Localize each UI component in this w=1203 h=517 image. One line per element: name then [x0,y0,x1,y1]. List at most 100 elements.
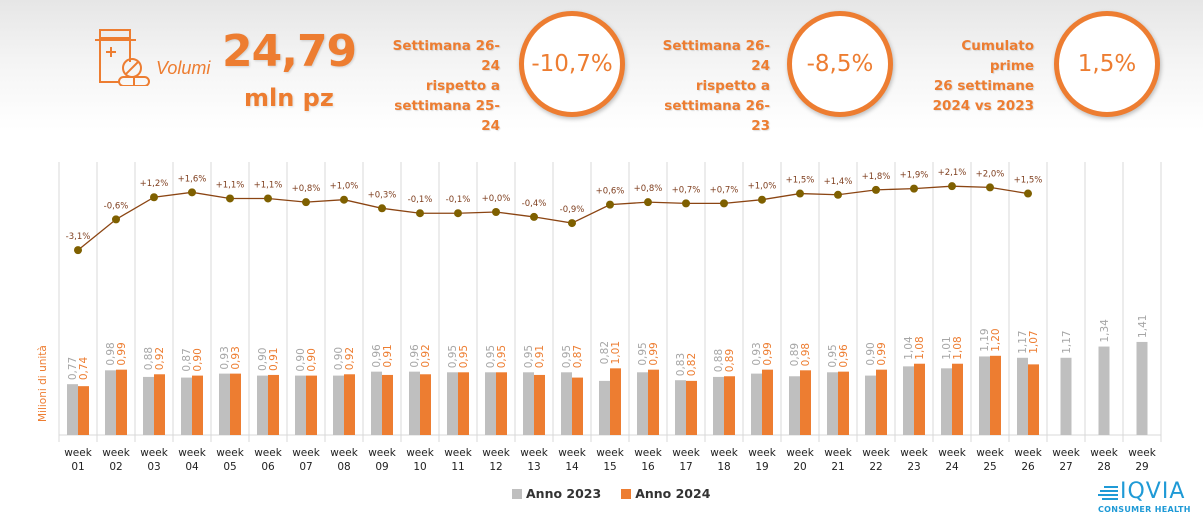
bar-2024 [306,375,317,435]
cumulative-point [758,195,766,204]
bar-2023 [333,375,344,435]
chart-legend: Anno 2023 Anno 2024 [512,486,710,501]
bar-label-2023: 0,95 [561,345,573,368]
volumi-label: Volumi [156,58,211,78]
bar-label-2023: 0,95 [523,345,535,368]
kpi-label-line: rispetto a [425,78,500,94]
bar-label-2023: 1,34 [1099,319,1111,343]
bar-2023 [561,372,572,435]
bar-label-2023: 0,93 [219,346,231,369]
bar-2023 [257,375,268,435]
bar-2024 [268,374,279,435]
chart-x-ticks: week 01 week 02 week 03 week 04 week 05 week 06 week… [64,447,1157,473]
bar-label-2023: 0,96 [409,344,421,368]
cumulative-point [606,200,614,209]
cumulative-point [796,189,804,198]
bar-2023 [447,372,458,435]
cumulative-point [226,194,234,203]
kpi-weekly-vs-last-year-value: -8,5% [787,11,893,117]
x-tick-label: 16 [641,461,655,473]
bar-label-2023: 0,90 [295,348,307,371]
legend-item-2023: Anno 2023 [512,486,601,501]
x-tick-label: 19 [755,461,768,473]
kpi-label-line: Settimana 26-24 [392,38,500,74]
cumulative-label: -0,4% [522,199,547,209]
cumulative-label: +2,0% [976,169,1005,179]
cumulative-label: -0,6% [104,201,129,211]
x-tick-label: 10 [413,461,426,473]
x-tick-label: 11 [451,461,464,473]
chart-bar-labels: 0,77 0,740,98 0,99 0,88 0,92 0,87 0,90 0,93 0,93… [67,315,1149,381]
chart-bars [67,341,1148,435]
cumulative-point [416,209,424,218]
x-tick-label: week [406,447,435,459]
cumulative-label: +1,9% [900,171,929,181]
x-tick-label: 14 [565,461,579,473]
x-tick-label: 13 [527,461,540,473]
x-tick-label: week [1090,447,1119,459]
cumulative-label: +1,5% [786,176,815,186]
bar-2024 [648,369,659,435]
bar-2023 [409,371,420,435]
x-tick-label: week [786,447,815,459]
x-tick-label: week [140,447,169,459]
cumulative-point [492,208,500,216]
volumi-unit: mln pz [244,84,334,112]
cumulative-label: +1,1% [254,180,283,190]
bar-label-2023: 0,88 [143,347,155,370]
kpi-label-line: 26 settimane [933,78,1034,94]
bar-label-2024: 0,99 [116,342,128,365]
bar-2024 [496,372,507,435]
x-tick-label: 21 [831,461,844,473]
x-tick-label: week [216,447,245,459]
x-tick-label: 08 [337,461,350,473]
bar-label-2023: 0,83 [675,353,687,376]
cumulative-label: +1,6% [178,174,207,184]
kpi-weekly-vs-prev-week-label: Settimana 26-24 rispetto a settimana 25-… [378,36,500,136]
bar-label-2024: 0,90 [306,348,318,371]
cumulative-label: +0,3% [368,190,397,200]
bar-label-2023: 0,88 [713,349,725,372]
x-tick-label: 28 [1097,461,1110,473]
cumulative-point [1024,189,1032,198]
bar-2023 [637,372,648,435]
bar-label-2023: 0,90 [333,347,345,370]
cumulative-line [77,185,1029,251]
kpi-label-line: Settimana 26-24 [662,38,770,74]
bar-label-2023: 1,01 [941,336,953,359]
cumulative-point [378,204,386,213]
bar-2023 [865,375,876,435]
x-tick-label: week [1128,447,1157,459]
bar-label-2023: 1,17 [1017,330,1029,353]
x-tick-label: week [862,447,891,459]
cumulative-point [302,198,310,207]
bar-label-2024: 0,99 [648,342,660,365]
bar-label-2023: 0,95 [637,342,649,365]
x-tick-label: week [824,447,853,459]
bar-label-2024: 0,95 [458,345,470,368]
bar-label-2023: 0,87 [181,348,193,371]
x-tick-label: week [482,447,511,459]
bar-2023 [827,372,838,435]
x-tick-label: week [368,447,397,459]
bar-label-2024: 0,92 [420,344,432,367]
bar-label-2023: 0,95 [447,345,459,368]
bar-2023 [713,376,724,435]
x-tick-label: week [634,447,663,459]
bar-2023 [295,375,306,435]
bar-label-2023: 0,98 [105,342,117,365]
x-tick-label: 12 [489,461,502,473]
bar-label-2023: 0,82 [599,341,611,364]
x-tick-label: 04 [185,461,199,473]
bar-2024 [458,372,469,435]
cumulative-point [150,193,158,202]
iqvia-logo: IQVIA CONSUMER HEALTH [1098,479,1198,515]
cumulative-label: +0,7% [672,185,701,195]
iqvia-lines-icon [1098,486,1118,500]
kpi-weekly-vs-prev-week-value: -10,7% [519,11,625,117]
cumulative-label: +1,0% [748,182,777,192]
bar-label-2024: 0,89 [724,349,736,372]
cumulative-label: +2,1% [938,168,967,178]
x-tick-label: week [748,447,777,459]
